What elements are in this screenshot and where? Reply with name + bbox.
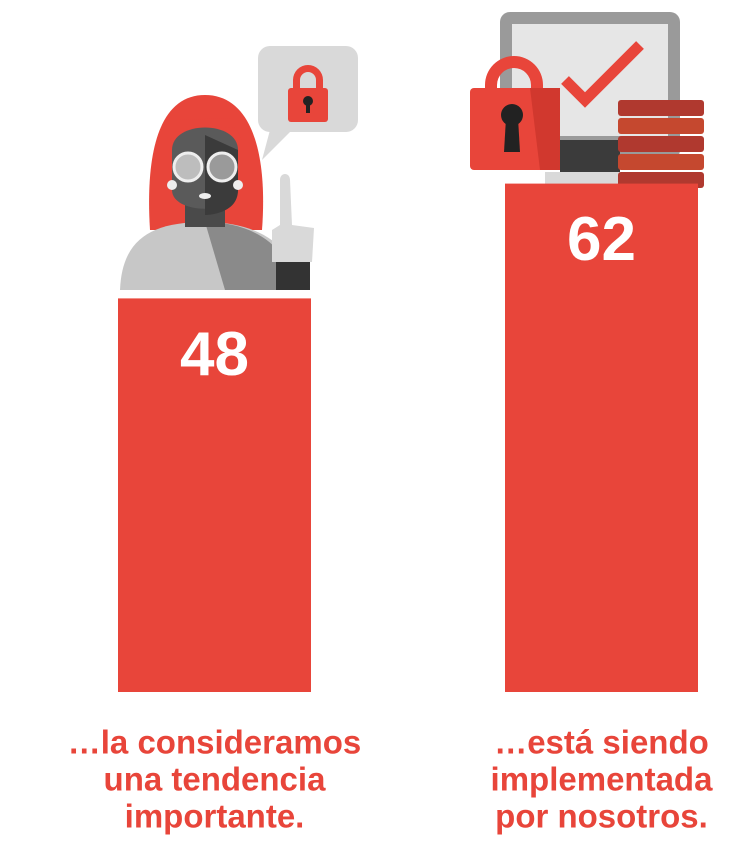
bar — [505, 183, 698, 692]
category-label: implementada — [491, 761, 714, 798]
category-label: …está siendo — [494, 724, 709, 761]
category-label: por nosotros. — [495, 798, 708, 835]
category-label: …la consideramos — [68, 724, 361, 761]
category-label: una tendencia — [104, 761, 327, 798]
category-label: importante. — [125, 798, 305, 835]
bar — [118, 298, 311, 692]
illustration-security — [470, 12, 704, 188]
value-label: 62 — [567, 205, 636, 274]
illustration-woman — [120, 46, 358, 290]
value-label: 48 — [180, 320, 249, 389]
